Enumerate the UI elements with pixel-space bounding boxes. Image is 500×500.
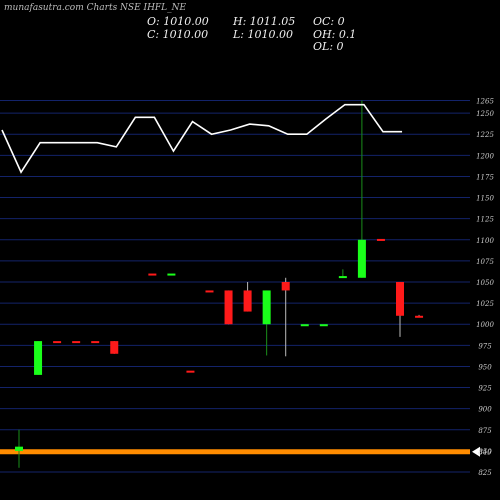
high-value: H: 1011.05 [233, 15, 296, 28]
candle-body [72, 341, 81, 344]
open-low-diff: OL: 0 [313, 40, 344, 53]
open-high-diff: OH: 0.1 [313, 28, 357, 41]
candle-body [15, 446, 23, 451]
level-arrow-icon [472, 446, 480, 457]
candle-body [376, 238, 385, 241]
y-tick-label: 1025 [476, 300, 494, 308]
candle-body [281, 282, 290, 291]
y-tick-label: 1250 [476, 110, 494, 118]
level-arrow-label: 849 [478, 449, 492, 457]
candle-body [396, 282, 404, 316]
candle-body [34, 341, 43, 375]
candle-body [319, 324, 328, 327]
y-tick-label: 1000 [476, 321, 494, 329]
candle-body [357, 239, 366, 278]
candle-body [338, 276, 347, 279]
candle-body [224, 290, 233, 325]
open-close-diff: OC: 0 [313, 15, 345, 28]
candle-body [148, 273, 157, 276]
candle-body [243, 290, 252, 312]
y-tick-label: 1100 [476, 237, 494, 245]
candle-body [300, 324, 309, 327]
y-tick-label: 900 [478, 406, 492, 414]
candle-body [167, 273, 176, 276]
y-tick-label: 1150 [476, 195, 494, 203]
y-tick-label: 1200 [476, 152, 494, 160]
candle-body [205, 290, 214, 293]
candle-body [262, 290, 271, 325]
candle-body [186, 370, 195, 373]
y-tick-label: 1175 [476, 173, 494, 181]
candle-body [53, 341, 62, 344]
low-value: L: 1010.00 [233, 28, 293, 41]
watermark: munafasutra.com Charts NSE IHFL_NE [4, 3, 187, 13]
y-tick-label: 1265 [476, 97, 494, 105]
candle-body [415, 315, 424, 318]
y-tick-label: 825 [478, 469, 492, 477]
y-tick-label: 875 [478, 427, 492, 435]
y-tick-label: 850 [478, 448, 492, 456]
price-line [1, 103, 403, 174]
y-tick-label: 1225 [476, 131, 494, 139]
close-value: C: 1010.00 [147, 28, 209, 41]
y-tick-label: 1050 [476, 279, 494, 287]
y-tick-label: 975 [478, 342, 492, 350]
y-tick-label: 950 [478, 363, 492, 371]
y-tick-label: 1125 [476, 216, 494, 224]
y-tick-label: 1075 [476, 258, 494, 266]
open-value: O: 1010.00 [147, 15, 209, 28]
y-tick-label: 925 [478, 385, 492, 393]
candle-body [110, 341, 119, 354]
candle-body [91, 341, 100, 344]
